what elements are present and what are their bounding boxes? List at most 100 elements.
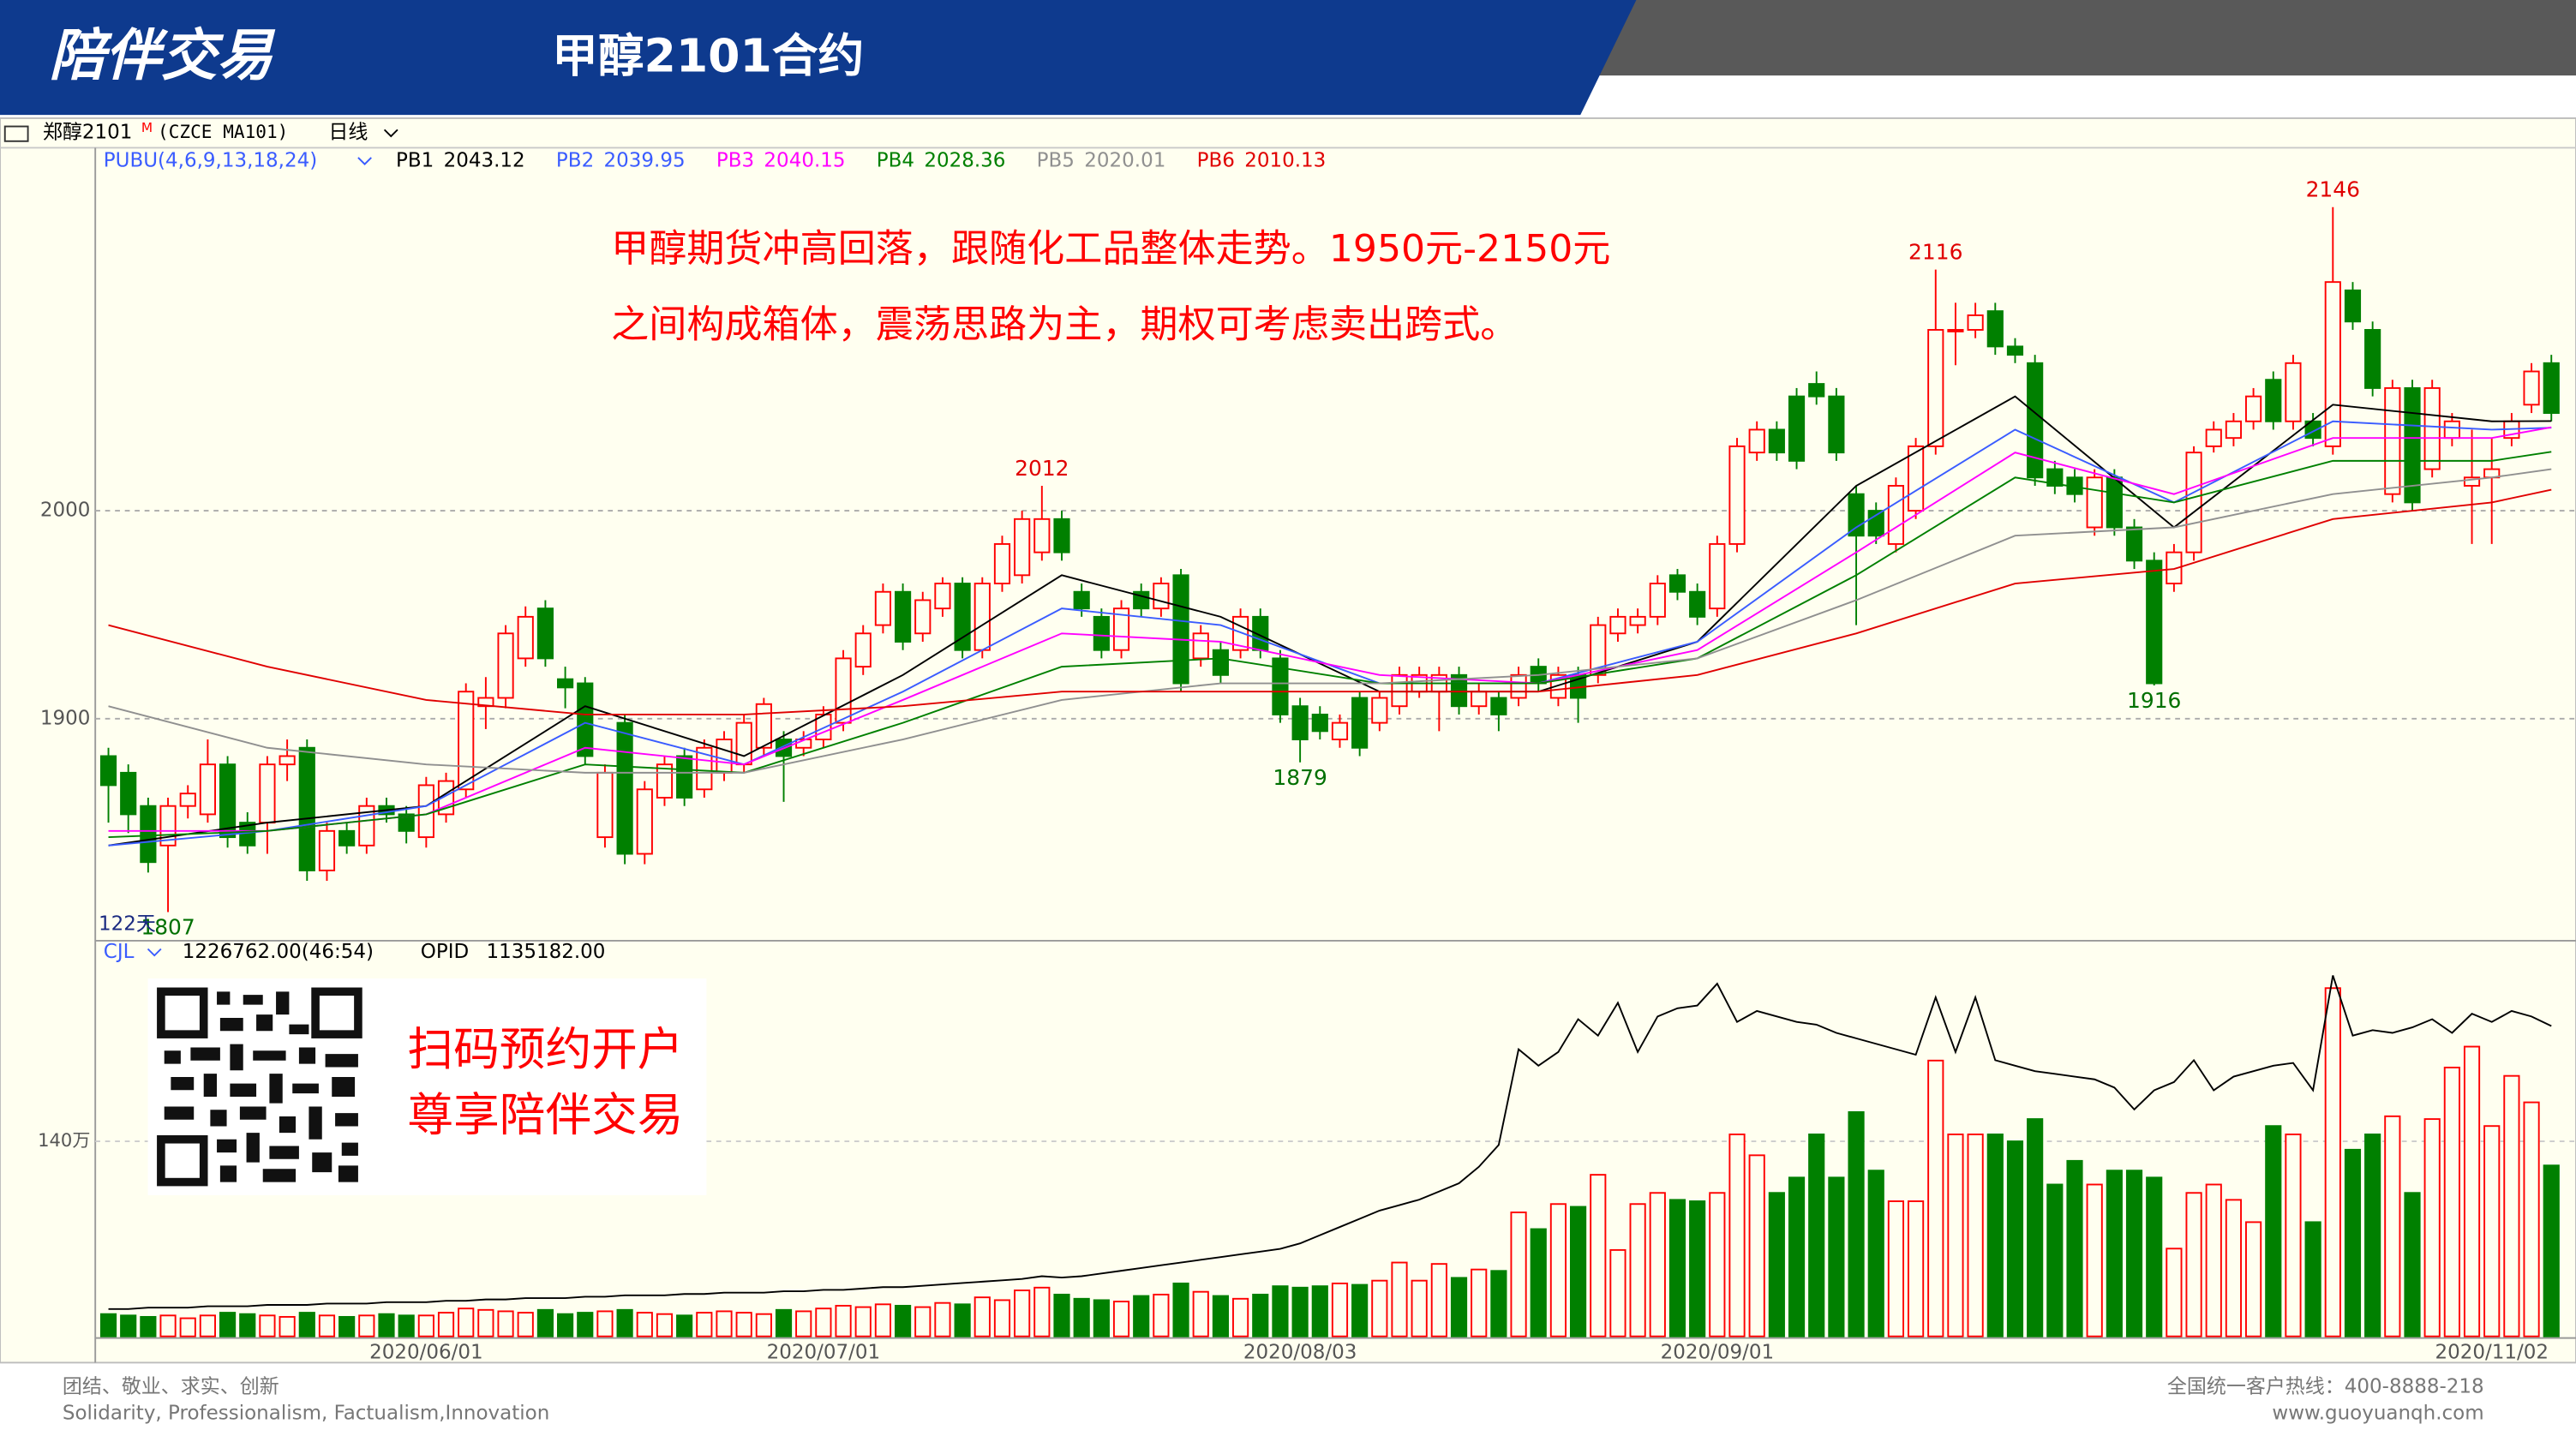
candle-body: [279, 755, 296, 766]
footer-website[interactable]: www.guoyuanqh.com: [2272, 1402, 2483, 1424]
volume-bar: [239, 1313, 256, 1337]
candle-body: [1014, 518, 1031, 577]
legend-name: PB2: [556, 149, 594, 171]
candle-body: [596, 771, 614, 839]
volume-bar: [1212, 1295, 1230, 1337]
candle-body: [1391, 673, 1408, 708]
volume-bar: [1689, 1200, 1706, 1337]
volume-bar: [417, 1314, 434, 1337]
volume-bar: [2046, 1183, 2064, 1337]
volume-bar: [398, 1314, 415, 1337]
footer-motto-en: Solidarity, Professionalism, Factualism,…: [63, 1402, 549, 1424]
candle-body: [318, 829, 336, 871]
footer-motto: 团结、敬业、求实、创新: [63, 1376, 279, 1398]
volume-bar: [2066, 1159, 2083, 1337]
volume-bar: [2245, 1221, 2262, 1337]
volume-bar: [298, 1312, 315, 1337]
candle-body: [1331, 721, 1349, 741]
volume-bar: [1867, 1170, 1884, 1337]
volume-bar: [179, 1317, 196, 1337]
volume-bar: [2523, 1101, 2540, 1337]
volume-bar: [1331, 1282, 1349, 1337]
candle-body: [2543, 362, 2560, 415]
period[interactable]: 日线: [328, 122, 368, 144]
volume-bar: [1609, 1248, 1626, 1337]
candle-body: [1927, 329, 1944, 447]
volume-bar: [99, 1313, 117, 1337]
candle-body: [2166, 551, 2183, 584]
candle-body: [895, 590, 912, 643]
oi-readout-label: OPID: [421, 941, 469, 963]
candle-body: [557, 678, 574, 689]
volume-bar: [795, 1310, 812, 1337]
volume-bar: [1947, 1134, 1964, 1337]
price-extreme-label: 2116: [1908, 239, 1962, 264]
period-dropdown[interactable]: [383, 129, 398, 138]
volume-bar: [517, 1312, 534, 1337]
volume-bar: [358, 1314, 375, 1337]
candle-body: [2106, 476, 2123, 529]
volume-bar: [835, 1304, 852, 1337]
candle-body: [854, 632, 872, 668]
candle-body: [417, 784, 434, 839]
candle-body: [1728, 445, 1746, 545]
volume-bar: [676, 1314, 693, 1337]
volume-bar: [1112, 1301, 1130, 1337]
candle-body: [1986, 310, 2004, 348]
candle-body: [1887, 485, 1905, 545]
volume-bar: [1351, 1283, 1369, 1337]
candle-body: [1908, 445, 1925, 512]
volume-bar: [1153, 1293, 1170, 1337]
footer-hotline: 全国统一客户热线：400-8888-218: [2167, 1376, 2484, 1398]
indicator-line: [108, 488, 2552, 715]
volume-bar: [1033, 1286, 1051, 1337]
plot: 1900 2000 140万 2020/06/01 2020/07/01 2020/08/…: [38, 149, 2576, 1363]
volume-bar: [2166, 1248, 2183, 1337]
volume-bar: [1232, 1297, 1249, 1337]
candle-body: [1510, 673, 1527, 699]
volume-bar: [2106, 1170, 2123, 1337]
candle-body: [716, 739, 733, 774]
x-tick-label: 2020/09/01: [1661, 1341, 1775, 1363]
volume-bar: [775, 1308, 793, 1337]
candle-body: [1609, 615, 1626, 635]
volume-dropdown: [147, 948, 162, 957]
candle-body: [954, 583, 971, 651]
indicator-dropdown: [357, 157, 372, 165]
volume-bar: [1391, 1261, 1408, 1337]
candle-body: [1093, 615, 1110, 651]
candle-body: [1133, 590, 1150, 610]
volume-bar: [1192, 1290, 1209, 1337]
indicator-name: PUBU(4,6,9,13,18,24): [104, 149, 317, 171]
volume-bar: [2324, 987, 2341, 1337]
volume-bar: [1252, 1293, 1269, 1337]
candle-body: [835, 657, 852, 724]
volume-bar: [596, 1310, 614, 1337]
volume-bar: [1590, 1174, 1607, 1337]
volume-bar: [1311, 1285, 1328, 1337]
candle-body: [1112, 607, 1130, 651]
volume-bar: [1649, 1192, 1666, 1337]
volume-bar: [993, 1299, 1011, 1337]
candle-body: [2384, 386, 2401, 495]
volume-bar: [497, 1310, 514, 1337]
candle-body: [755, 703, 772, 749]
volume-bar: [437, 1312, 455, 1337]
candle-body: [2523, 370, 2540, 406]
volume-bar: [2384, 1115, 2401, 1337]
volume-bar: [2543, 1164, 2560, 1337]
volume-bar: [735, 1312, 752, 1337]
volume-bar: [2027, 1118, 2044, 1337]
candle-body: [259, 763, 276, 824]
legend-value: 2020.01: [1084, 149, 1165, 171]
volume-bar: [1133, 1295, 1150, 1337]
volume-bar: [219, 1312, 237, 1337]
candle-body: [2146, 559, 2163, 685]
candle-body: [1788, 395, 1806, 462]
qr-finder: [157, 987, 208, 1038]
candle-body: [1471, 691, 1488, 708]
candle-body: [1689, 590, 1706, 618]
volume-bar: [1629, 1203, 1646, 1337]
toolbar-icon: [3, 125, 29, 142]
contract-code[interactable]: (CZCE MA101): [158, 121, 288, 142]
